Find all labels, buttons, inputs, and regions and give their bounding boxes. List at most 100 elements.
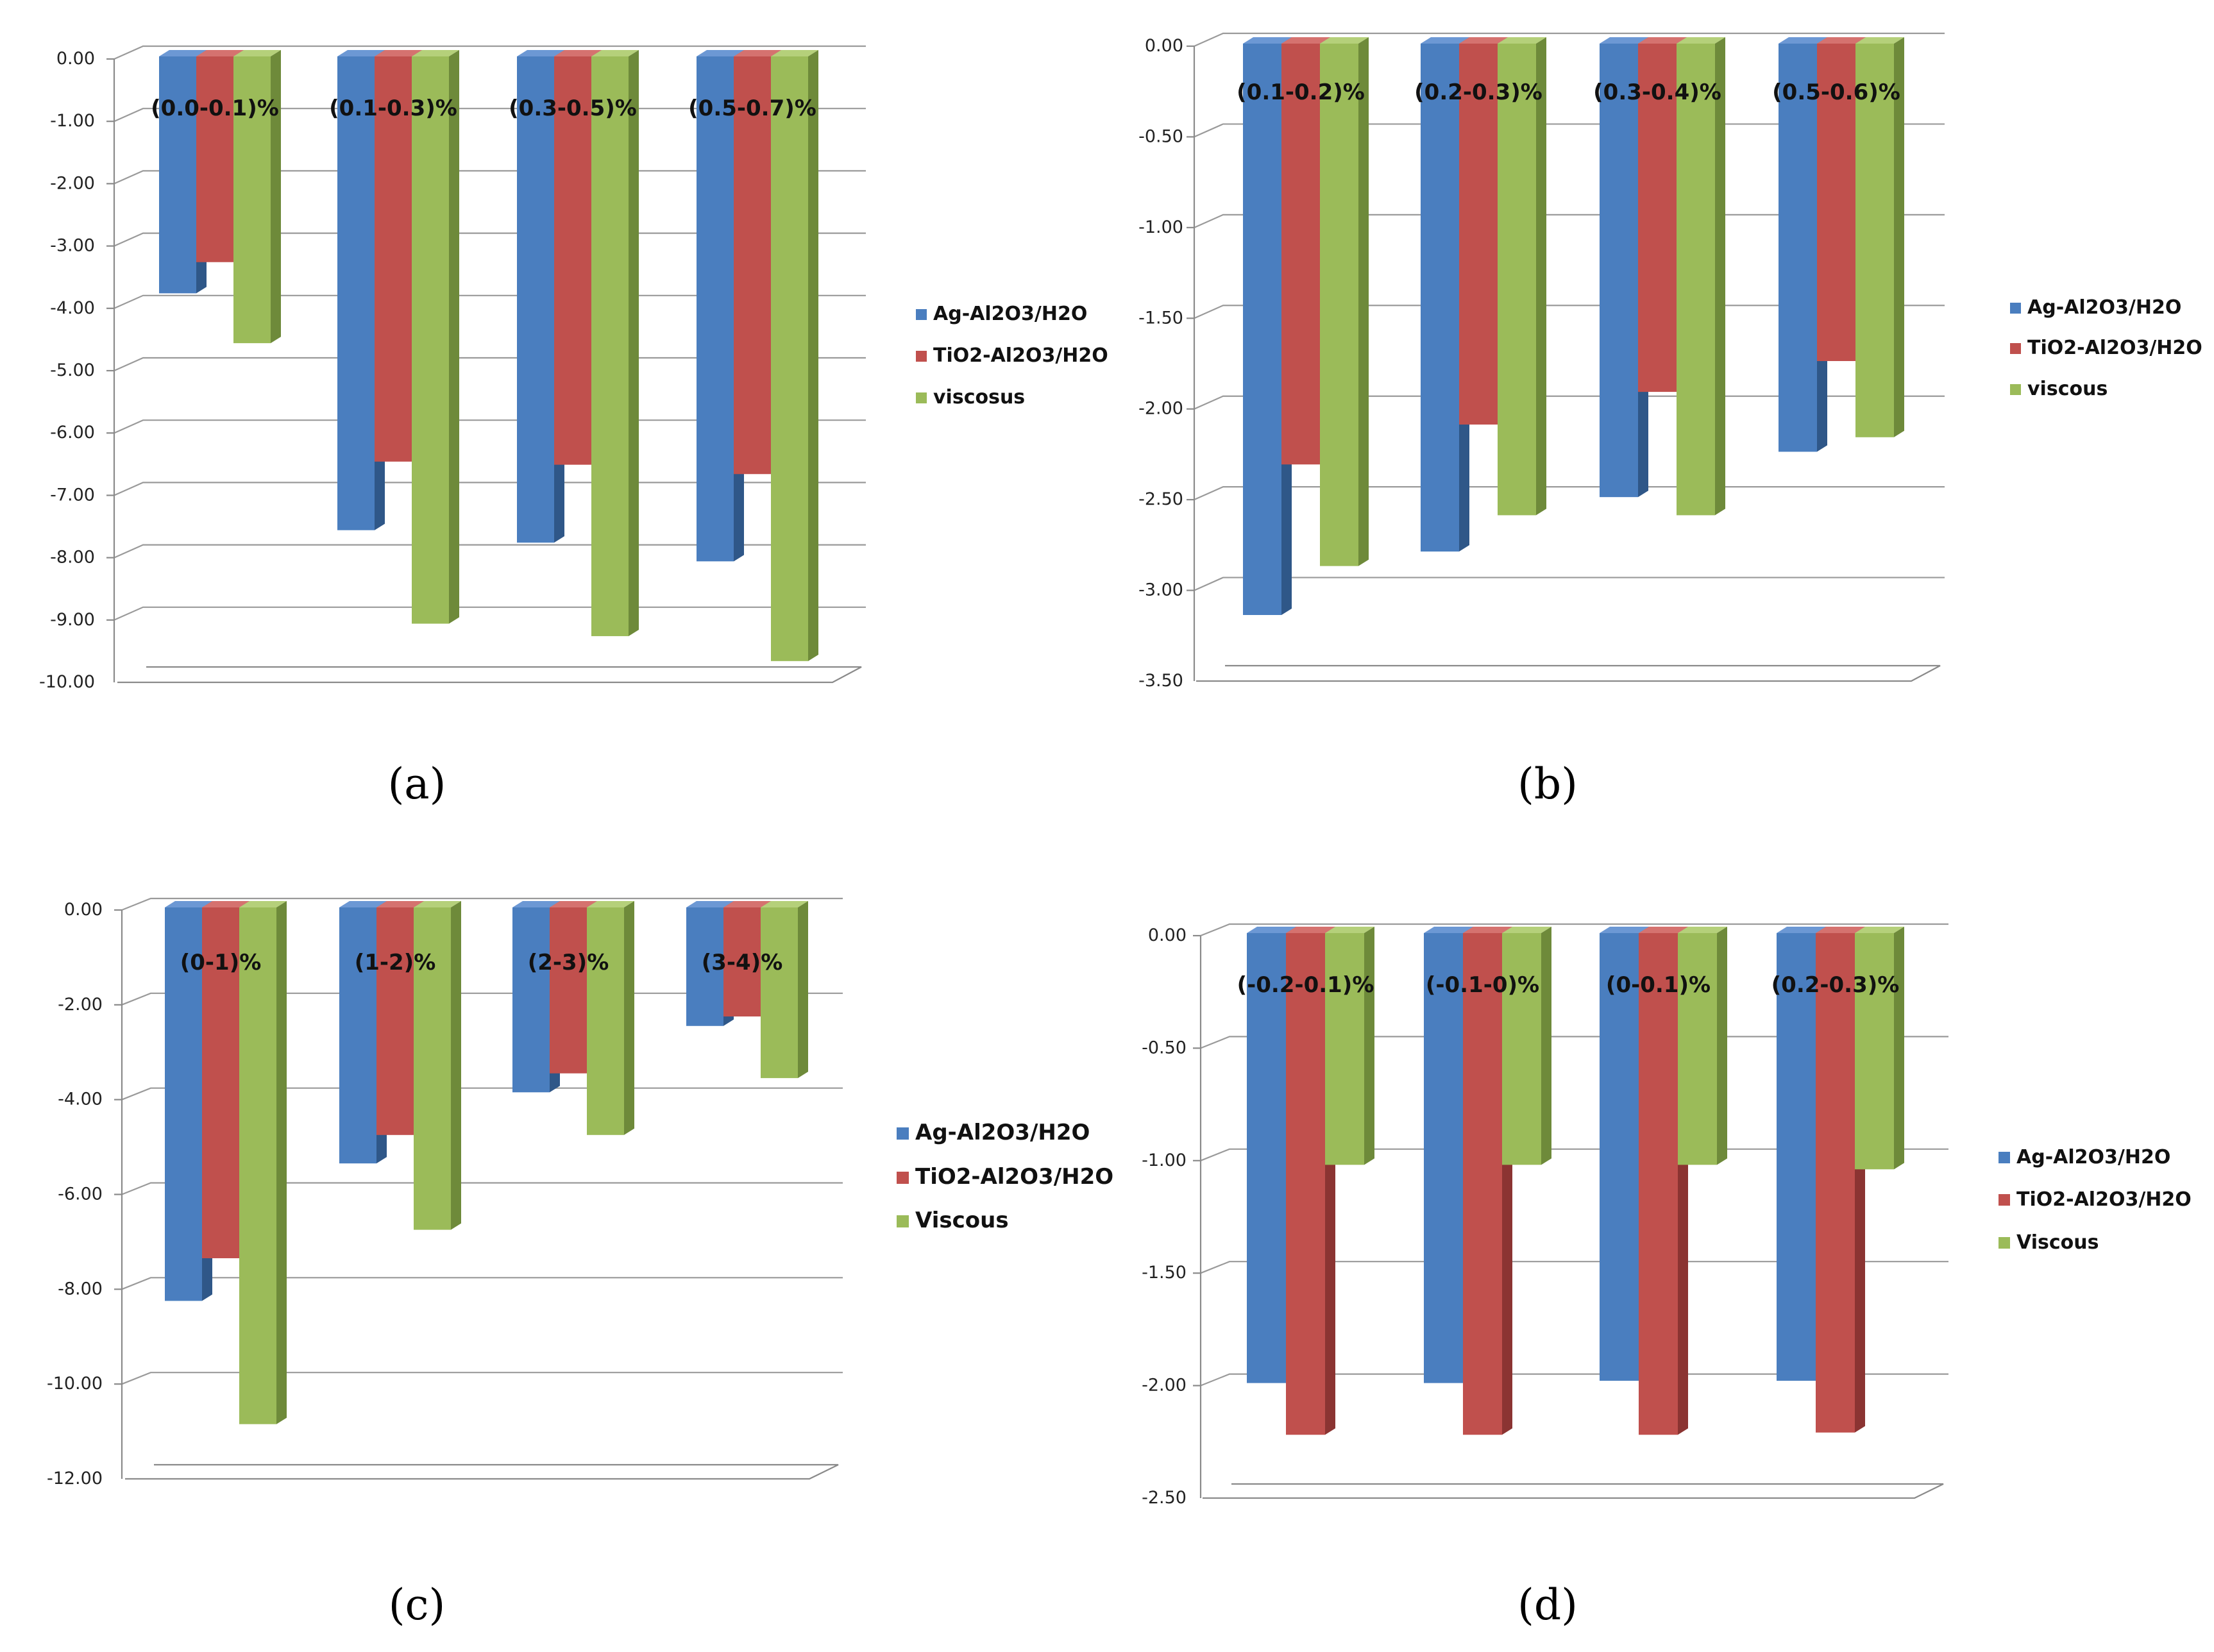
bar [1498,37,1546,516]
bar-top [159,50,207,56]
bar-side [629,50,639,636]
bar [587,901,634,1135]
bar-side [624,901,634,1135]
y-tick-label: -2.00 [50,173,95,193]
category-label: (0-1)% [180,950,262,975]
legend-entry: viscosus [933,386,1025,409]
bar-top [202,901,249,907]
bar-side [1541,927,1551,1165]
category-label: (3-4)% [702,950,783,975]
bar-front [517,56,554,543]
bar-front [1421,44,1459,552]
chart-floor [125,1463,839,1480]
panel-label: (a) [388,759,446,809]
bar [771,50,818,661]
bar-front [1243,44,1281,615]
bar-front [1498,44,1536,516]
bar-top [1817,37,1866,44]
bar-front [1677,44,1715,516]
chart-floor [117,666,862,684]
bar-top [686,901,734,907]
bar-front [375,56,412,462]
bar [239,901,287,1424]
y-tick-label: -4.00 [50,298,95,318]
bar-side [1717,927,1727,1165]
y-tick-label: -4.00 [58,1090,103,1109]
bar-front [697,56,734,562]
bar-top [1678,927,1727,933]
bar [1325,927,1374,1165]
chart-panel-d: 0.00 -0.50 -1.00 -1.50 -2.00 -2.50 (-0.2-0.1)%… [1142,923,2192,1630]
category-label: (-0.2-0.1)% [1237,972,1374,998]
bar-top [1463,927,1512,933]
bar-front [1600,44,1638,498]
bar-top [1677,37,1725,44]
chart-floor [1196,664,1941,682]
legend-swatch [916,351,927,362]
bar [1855,927,1904,1170]
bar-front [1638,44,1677,392]
panel-label: (d) [1517,1580,1578,1630]
bar [1678,927,1727,1165]
bar-top [1600,37,1648,44]
bar [414,901,461,1230]
legend-swatch [916,392,927,403]
bar-top [723,901,771,907]
y-tick-label: 0.00 [1148,925,1187,945]
y-tick-label: -1.50 [1142,1263,1187,1283]
y-tick-label: -2.50 [1142,1488,1187,1508]
bar-top [1424,927,1473,933]
legend-swatch [897,1215,909,1227]
bar-front [761,907,798,1079]
bar-top [339,901,387,907]
bar-top [587,901,634,907]
category-label: (0.2-0.3)% [1414,80,1542,105]
chart-panel-b: 0.00 -0.50 -1.00 -1.50 -2.00 -2.50 -3.00 -3.50 (… [1138,32,2202,809]
bar-side [1536,37,1546,516]
bar-top [412,50,459,56]
bar-top [1325,927,1374,933]
bar-top [1855,927,1904,933]
legend-entry: TiO2-Al2O3/H2O [933,344,1108,367]
bar-front [1816,933,1855,1433]
bar [591,50,639,636]
gridline [1194,486,1945,501]
bar [412,50,459,624]
legend-entry: Ag-Al2O3/H2O [2027,296,2181,319]
bar-front [414,907,451,1230]
bar-side [1894,37,1904,437]
y-tick-label: -1.50 [1138,308,1183,328]
bar-front [1502,933,1541,1165]
legend-entry: Ag-Al2O3/H2O [915,1120,1090,1145]
bar-front [1286,933,1325,1435]
bar-front [723,907,761,1017]
gridline [121,1277,843,1290]
bar-top [337,50,385,56]
category-label: (2-3)% [528,950,609,975]
y-tick-label: -3.50 [1138,671,1183,691]
bar-front [339,907,376,1164]
bar-top [1320,37,1369,44]
gridline [1194,32,1945,47]
legend-swatch [897,1127,909,1140]
bar [233,50,281,344]
y-tick-label: -6.00 [50,423,95,442]
category-label: (0.1-0.2)% [1237,80,1365,105]
y-tick-label: -3.00 [50,236,95,256]
bar-front [1459,44,1498,425]
legend-entry: viscous [2027,378,2108,400]
legend-entry: Ag-Al2O3/H2O [2016,1146,2170,1168]
bar-top [1498,37,1546,44]
bar [1502,927,1551,1165]
bar-front [376,907,414,1135]
legend-entry: Ag-Al2O3/H2O [933,303,1087,325]
bar-front [1777,933,1816,1381]
bar-side [451,901,461,1230]
bar-front [1817,44,1855,361]
bar-side [271,50,281,344]
bar-top [1855,37,1904,44]
gridline [121,1182,843,1195]
gridline [114,544,866,559]
y-tick-label: -1.00 [1138,217,1183,237]
category-label: (-0.1-0)% [1426,972,1539,998]
